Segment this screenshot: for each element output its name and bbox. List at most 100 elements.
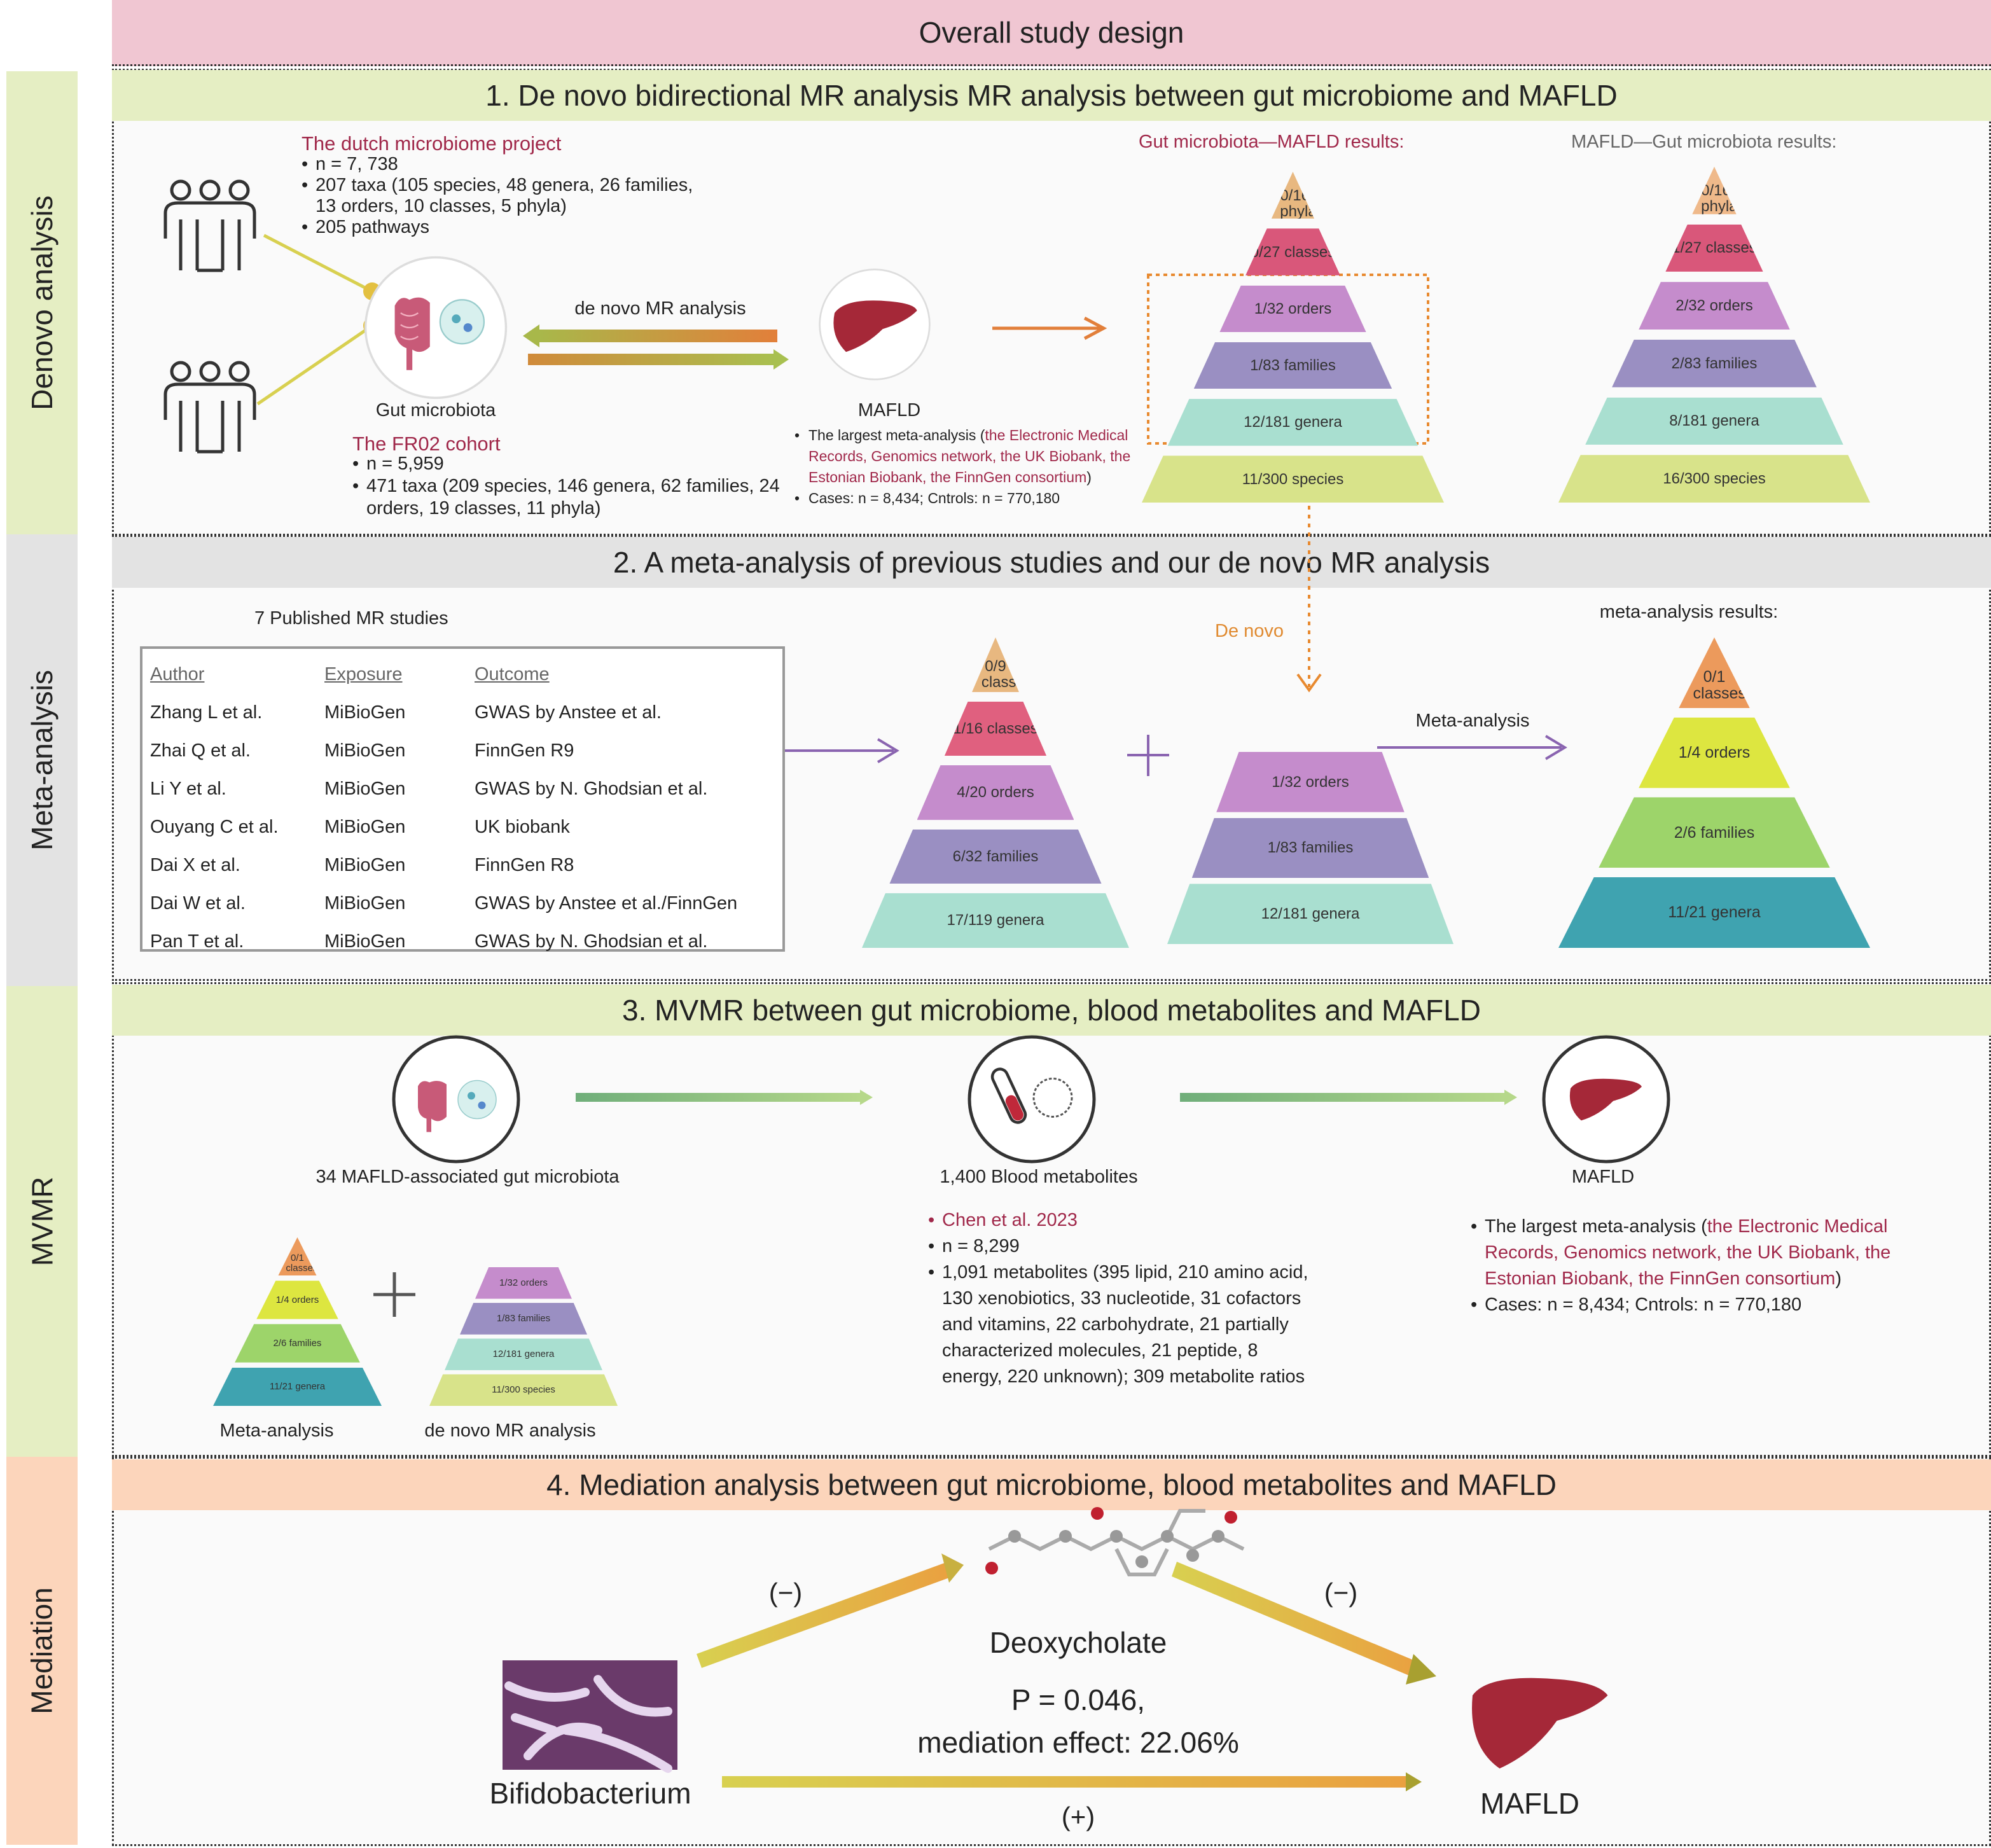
pyramid-layer-label: 12/181 genera xyxy=(1244,413,1342,431)
pyramid-layer-label: 1/16 classes xyxy=(953,719,1038,737)
table-cell: MiBioGen xyxy=(324,893,406,914)
direct-effect-arrow xyxy=(722,1772,1422,1791)
pyramid-layer: 11/21 genera xyxy=(1558,877,1870,948)
fr02-title: The FR02 cohort xyxy=(352,433,501,455)
pyramid-layer: 2/32 orders xyxy=(1639,282,1790,330)
fr02-bullets: n = 5,959 471 taxa (209 species, 146 gen… xyxy=(350,453,789,520)
pyramid-layer-label: 0/1 classes xyxy=(286,1252,318,1274)
table-cell: GWAS by N. Ghodsian et al. xyxy=(475,931,708,952)
meta-analysis-arrow-label: Meta-analysis xyxy=(1415,711,1530,731)
pyramid-layer: 1/27 classes xyxy=(1665,224,1763,272)
pyramid-gm-mafld: 0/16 phyla 0/27 classes 1/32 orders 1/83 fa… xyxy=(1142,172,1444,503)
table-cell: GWAS by Anstee et al./FinnGen xyxy=(475,893,738,914)
table-cell: MiBioGen xyxy=(324,931,406,952)
pyramid-denovo: 1/32 orders 1/83 families 12/181 genera xyxy=(1167,752,1453,944)
pyramid-layer-label: 12/181 genera xyxy=(1261,905,1360,923)
gut-circle xyxy=(392,1035,520,1164)
pyramid-layer-label: 1/32 orders xyxy=(499,1277,548,1288)
pyramid-layer-label: 1/83 families xyxy=(1267,839,1354,857)
mafld-bullets: The largest meta-analysis (the Electroni… xyxy=(792,425,1148,509)
pyramid-layer: 1/83 families xyxy=(1191,817,1429,879)
pyramid-layer-label: 0/1 classes xyxy=(1693,667,1746,702)
pyramid-layer-label: 12/181 genera xyxy=(492,1349,555,1360)
pyramid-layer: 0/9 classes xyxy=(972,637,1019,692)
pyramid-layer-label: 6/32 families xyxy=(952,847,1039,865)
pyramid-layer: 12/181 genera xyxy=(1167,399,1419,446)
section-1-title: 1. De novo bidirectional MR analysis MR … xyxy=(112,70,1991,121)
text: ) xyxy=(1086,469,1092,485)
blood-tube-icon xyxy=(990,1067,1073,1124)
pyramid-layer: 0/16 phyla xyxy=(1271,172,1315,219)
text: The largest meta-analysis ( xyxy=(808,427,985,443)
mediation-effect: mediation effect: 22.06% xyxy=(917,1726,1239,1759)
pyramid-layer-label: 0/27 classes xyxy=(1250,243,1336,261)
table-cell: Ouyang C et al. xyxy=(150,816,279,837)
pyramid-layer: 1/32 orders xyxy=(475,1267,572,1299)
table-row: Ouyang C et al. MiBioGen UK biobank xyxy=(150,808,775,846)
pyramid-layer: 1/83 families xyxy=(1193,342,1392,389)
blood-n-bullet: n = 8,299 xyxy=(926,1233,1320,1260)
text: ) xyxy=(1835,1268,1842,1289)
blood-metabolites-bullet: 1,091 metabolites (395 lipid, 210 amino … xyxy=(926,1260,1320,1390)
table-row: Dai X et al. MiBioGen FinnGen R8 xyxy=(150,846,775,884)
pyramid-layer: 12/181 genera xyxy=(445,1338,602,1370)
pyramid-layer: 1/32 orders xyxy=(1219,285,1366,333)
section-2-title: 2. A meta-analysis of previous studies a… xyxy=(112,537,1991,588)
pyramid-layer-label: 1/4 orders xyxy=(1678,744,1751,762)
table-row: Dai W et al. MiBioGen GWAS by Anstee et al… xyxy=(150,884,775,922)
meta-analysis-arrow xyxy=(1377,735,1567,760)
pyramid-layer: 16/300 species xyxy=(1558,455,1870,503)
column-header: Author xyxy=(150,663,205,684)
page-title: Overall study design xyxy=(112,0,1991,66)
pyramid-layer-label: 8/181 genera xyxy=(1669,412,1759,430)
mafld-label: MAFLD xyxy=(1571,1167,1635,1187)
pyramid-layer: 0/1 classes xyxy=(278,1237,318,1276)
pyramid-layer-label: 11/300 species xyxy=(1242,470,1344,488)
mediator-label: Deoxycholate xyxy=(989,1626,1167,1659)
blood-metabolites-label: 1,400 Blood metabolites xyxy=(940,1167,1138,1187)
side-label-mediation: Mediation xyxy=(6,1457,78,1845)
pyramid-layer: 1/4 orders xyxy=(256,1281,338,1319)
plus-sign-2 xyxy=(373,1272,415,1317)
mafld-cases-bullet: Cases: n = 8,434; Cntrols: n = 770,180 xyxy=(1468,1292,1913,1318)
table-cell: MiBioGen xyxy=(324,778,406,799)
liver-icon xyxy=(819,268,931,380)
pyramid-layer-label: 16/300 species xyxy=(1663,469,1766,487)
pyramid-layer: 2/83 families xyxy=(1612,339,1817,387)
table-to-pyramid-arrow xyxy=(785,738,899,763)
bidirectional-arrows xyxy=(523,324,789,370)
table-cell: Pan T et al. xyxy=(150,931,244,952)
pyramid-layer-label: 1/83 families xyxy=(496,1313,551,1324)
column-header: Exposure xyxy=(324,663,403,684)
side-label-meta: Meta-analysis xyxy=(6,534,78,986)
dmp-bullets: n = 7, 738 207 taxa (105 species, 48 gen… xyxy=(299,154,693,238)
exposure-to-mediator-arrow xyxy=(697,1553,964,1668)
studies-table: Author Exposure Outcome Zhang L et al. Mi… xyxy=(150,655,775,961)
plus-sign-1 xyxy=(1127,735,1169,776)
pyramid-layer: 17/119 genera xyxy=(862,893,1129,948)
table-row: Pan T et al. MiBioGen GWAS by N. Ghodsian … xyxy=(150,922,775,961)
published-studies-table: Author Exposure Outcome Zhang L et al. Mi… xyxy=(140,646,785,952)
mafld-label: MAFLD xyxy=(857,400,921,420)
published-studies-title: 7 Published MR studies xyxy=(254,608,448,629)
pyramid-layer-label: 11/21 genera xyxy=(269,1380,326,1392)
mafld-source-bullet: The largest meta-analysis (the Electroni… xyxy=(1468,1214,1913,1292)
direct-effect: (+) xyxy=(1061,1802,1095,1831)
mafld-gm-results-title: MAFLD—Gut microbiota results: xyxy=(1571,132,1837,152)
deoxycholate-molecule-icon xyxy=(985,1507,1245,1576)
exposure-label: Bifidobacterium xyxy=(489,1777,691,1810)
pyramid-layer: 0/16 phyla xyxy=(1692,167,1737,214)
table-cell: Li Y et al. xyxy=(150,778,226,799)
pyramid-layer-label: 1/32 orders xyxy=(1272,773,1349,791)
pyramid-layer-label: 1/4 orders xyxy=(275,1294,319,1305)
pyramid-layer: 1/83 families xyxy=(460,1303,587,1335)
gut-microbiota-label: Gut microbiota xyxy=(375,400,496,420)
gut-microbiota-icon xyxy=(418,1080,497,1132)
table-cell: Dai W et al. xyxy=(150,893,246,914)
text: The largest meta-analysis ( xyxy=(1485,1216,1707,1237)
meta-results-title: meta-analysis results: xyxy=(1599,602,1779,622)
liver-icon xyxy=(1569,1078,1642,1121)
side-label-mvmr: MVMR xyxy=(6,986,78,1457)
dmp-bullet: 205 pathways xyxy=(299,217,693,238)
negative-effect-2: (−) xyxy=(1324,1578,1358,1608)
